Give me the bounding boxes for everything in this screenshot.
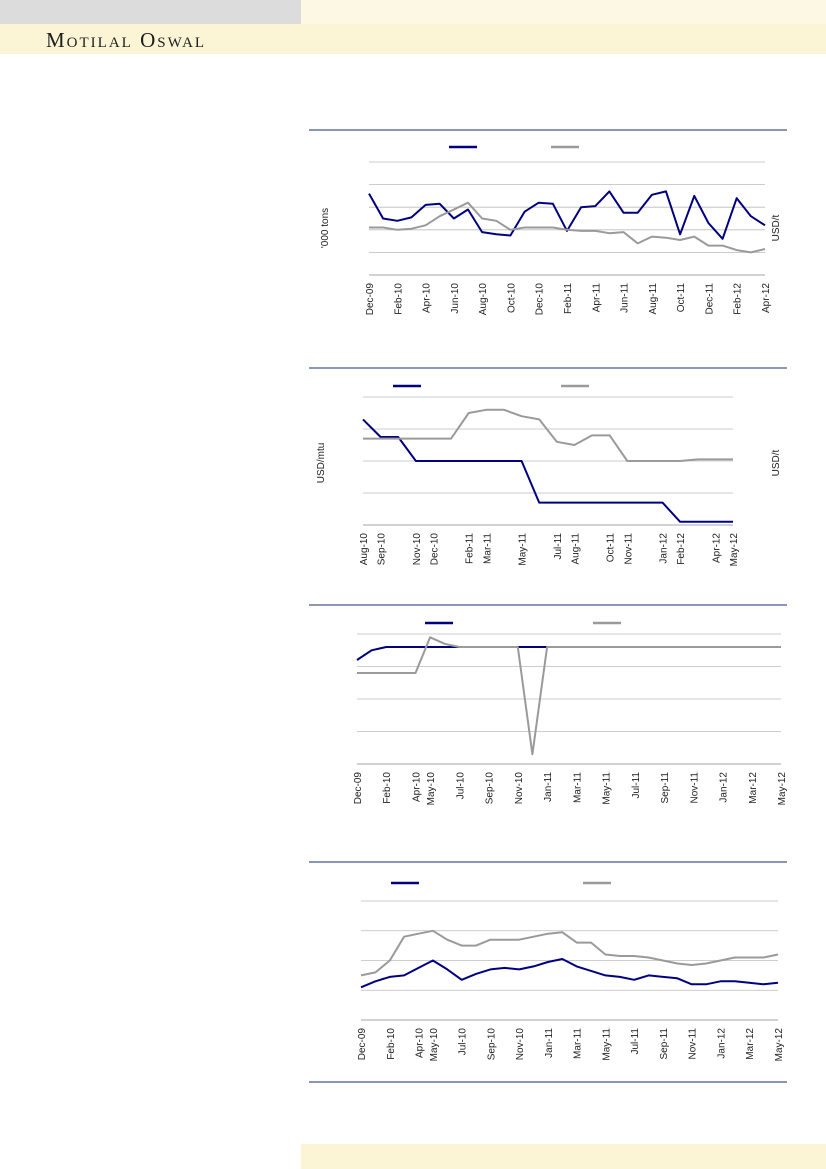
header-band-cream xyxy=(301,0,826,24)
x-tick-label: Sep-10 xyxy=(486,1028,497,1061)
x-tick-label: Dec-09 xyxy=(365,283,376,316)
x-tick-label: Dec-09 xyxy=(357,1028,368,1061)
x-tick-label: May-10 xyxy=(426,772,437,806)
x-tick-label: Mar-11 xyxy=(482,533,493,564)
x-tick-label: Jul-11 xyxy=(631,772,642,799)
x-tick-label: Aug-11 xyxy=(648,283,659,315)
x-tick-label: Dec-10 xyxy=(535,283,546,316)
x-tick-label: Jan-11 xyxy=(543,772,554,802)
x-tick-label: Jan-12 xyxy=(716,1028,727,1059)
x-tick-label: Apr-10 xyxy=(422,283,433,313)
x-tick-label: Apr-10 xyxy=(415,1028,426,1058)
x-tick-label: Jul-10 xyxy=(458,1028,469,1056)
x-tick-label: Jan-12 xyxy=(659,533,670,564)
header-band-grey xyxy=(0,0,301,24)
x-tick-label: Apr-11 xyxy=(591,283,602,313)
x-tick-label: Mar-11 xyxy=(572,772,583,803)
chart-ore-price: Aug-10 Sep-10 Nov-10 Dec-10 Feb-11 Mar-11 May-… xyxy=(309,367,787,567)
series-line-2 xyxy=(363,408,733,462)
x-tick-label: May-12 xyxy=(774,1028,785,1062)
x-tick-label: Mar-11 xyxy=(573,1028,584,1059)
chart-price-trend: Dec-09 Feb-10 Apr-10 May-10 Jul-10 Sep-10 Nov-… xyxy=(309,604,788,806)
x-tick-label: Aug-10 xyxy=(478,283,489,316)
x-tick-label: Nov-10 xyxy=(515,1028,526,1061)
series-line-1 xyxy=(360,958,779,989)
x-tick-label: Aug-10 xyxy=(359,533,370,566)
x-tick-label: Feb-10 xyxy=(393,283,404,315)
x-tick-label: Nov-10 xyxy=(514,772,525,805)
x-tick-label: Oct-11 xyxy=(676,283,687,313)
y-axis-label-left: '000 tons xyxy=(320,208,331,248)
x-tick-label: May-11 xyxy=(601,1028,612,1061)
x-tick-label: Sep-10 xyxy=(485,772,496,805)
x-tick-label: Nov-11 xyxy=(689,772,700,804)
x-tick-label: Jan-11 xyxy=(544,1028,555,1058)
x-tick-label: Feb-12 xyxy=(733,283,744,315)
x-tick-label: Apr-10 xyxy=(411,772,422,802)
series-line-1 xyxy=(368,190,766,240)
x-tick-label: Jul-11 xyxy=(553,533,564,560)
x-tick-label: Apr-12 xyxy=(761,283,772,313)
x-tick-label: Feb-10 xyxy=(386,1028,397,1060)
series-line-2 xyxy=(360,929,779,977)
x-tick-label: Jun-10 xyxy=(450,283,461,314)
x-tick-label: Jul-10 xyxy=(455,772,466,800)
x-tick-label: Mar-12 xyxy=(745,1028,756,1060)
x-tick-label: Nov-11 xyxy=(688,1028,699,1060)
series-line-2 xyxy=(369,201,766,254)
footer-bar xyxy=(301,1144,826,1169)
x-tick-label: Nov-11 xyxy=(623,533,634,565)
x-tick-label: Nov-10 xyxy=(412,533,423,566)
brand-name: Motilal Oswal xyxy=(46,28,207,52)
x-tick-label: Mar-12 xyxy=(748,772,759,804)
x-tick-label: Jul-11 xyxy=(630,1028,641,1055)
x-tick-label: Aug-11 xyxy=(570,533,581,565)
x-tick-label: May-11 xyxy=(518,533,529,566)
x-tick-label: Jan-12 xyxy=(719,772,730,803)
x-tick-label: Dec-11 xyxy=(704,283,715,315)
x-tick-label: Oct-10 xyxy=(506,283,517,313)
x-tick-label: Dec-09 xyxy=(353,772,364,805)
x-tick-label: Jun-11 xyxy=(620,283,631,313)
x-tick-label: Apr-12 xyxy=(711,533,722,563)
x-tick-label: May-11 xyxy=(602,772,613,805)
x-tick-label: Oct-11 xyxy=(606,533,617,563)
x-tick-label: May-12 xyxy=(777,772,788,806)
series-line-1 xyxy=(362,418,733,523)
x-tick-label: Feb-10 xyxy=(382,772,393,804)
x-tick-label: Dec-10 xyxy=(429,533,440,566)
x-tick-label: Sep-11 xyxy=(660,772,671,804)
x-tick-label: Feb-12 xyxy=(676,533,687,565)
chart-iron-ore-imports: Dec-09 Feb-10 Apr-10 Jun-10 Aug-10 Oct-10 Dec-… xyxy=(309,129,787,316)
x-tick-label: Sep-10 xyxy=(377,533,388,566)
x-tick-label: May-12 xyxy=(729,533,740,567)
brand-bar xyxy=(0,24,826,54)
x-tick-label: May-10 xyxy=(429,1028,440,1062)
x-tick-label: Feb-11 xyxy=(563,283,574,314)
x-tick-label: Feb-11 xyxy=(465,533,476,564)
series-line-2 xyxy=(357,636,781,756)
y-axis-label-right: USD/t xyxy=(771,449,782,476)
y-axis-label-left: USD/mtu xyxy=(316,443,327,484)
chart-spot-prices: Dec-09 Feb-10 Apr-10 May-10 Jul-10 Sep-10 Nov-… xyxy=(309,861,787,1083)
y-axis-label-right: USD/t xyxy=(771,214,782,241)
x-tick-label: Sep-11 xyxy=(659,1028,670,1060)
